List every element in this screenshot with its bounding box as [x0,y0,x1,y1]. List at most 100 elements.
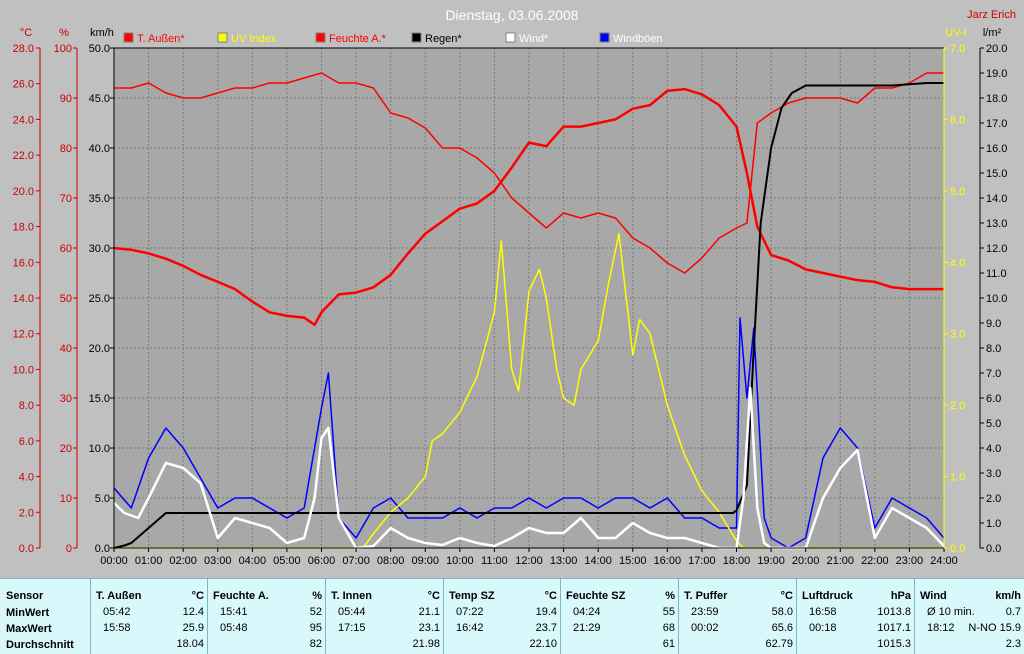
x-tick-label: 21:00 [826,555,854,567]
legend-label: Regen* [425,33,462,45]
stats-max-value: 23.7 [535,622,557,634]
rain-tick-label: 5.0 [986,418,1001,430]
legend-label: Feuchte A.* [329,33,387,45]
stats-column: Luftdruck hPa 16:58 1013.8 00:18 1017.1 1015.3 [796,579,915,654]
wind-tick-label: 20.0 [89,343,110,355]
x-tick-label: 10:00 [446,555,474,567]
stats-header-unit: % [665,590,675,602]
uv-tick-label: 0.0 [950,543,965,555]
axes: 00:00 01:00 02:00 03:00 04:00 05:00 06:00 07:00… [13,27,1008,567]
stats-column: T. Innen °C 05:44 21.1 17:15 23.1 21.98 [325,579,444,654]
rain-tick-label: 11.0 [986,268,1007,280]
wind-tick-label: 5.0 [95,493,110,505]
wind-tick-label: 50.0 [89,43,110,55]
x-tick-label: 03:00 [204,555,232,567]
rain-tick-label: 20.0 [986,43,1007,55]
temperature-tick-label: 22.0 [13,150,34,162]
x-tick-label: 18:00 [723,555,751,567]
rain-tick-label: 19.0 [986,68,1007,80]
stats-header-unit: °C [191,590,204,602]
temperature-tick-label: 6.0 [19,436,34,448]
temperature-tick-label: 20.0 [13,186,34,198]
humidity-tick-label: 90 [60,93,72,105]
temperature-tick-label: 12.0 [13,329,34,341]
stats-min-time: 04:24 [573,606,601,618]
stats-header-name: T. Innen [331,590,372,602]
row-label-avg: Durchschnitt [6,639,74,651]
weather-chart: 00:00 01:00 02:00 03:00 04:00 05:00 06:00 07:00… [13,7,1016,567]
stats-min-value: 52 [309,606,322,618]
stats-max-value: 23.1 [418,622,440,634]
stats-max-time: 00:18 [809,622,837,634]
humidity-tick-label: 0 [66,543,72,555]
x-tick-label: 16:00 [654,555,682,567]
x-tick-label: 01:00 [135,555,163,567]
uv-tick-label: 4.0 [950,257,965,269]
wind-tick-label: 25.0 [89,293,110,305]
wind-tick-label: 40.0 [89,143,110,155]
rain-tick-label: 18.0 [986,93,1007,105]
stats-min-value: 21.1 [418,606,440,618]
stats-min-time: 07:22 [456,606,484,618]
legend-swatch [217,32,228,43]
rain-tick-label: 13.0 [986,218,1007,230]
stats-column: Temp SZ °C 07:22 19.4 16:42 23.7 22.10 [443,579,561,654]
stats-avg-value: 82 [309,638,322,650]
rain-tick-label: 15.0 [986,168,1007,180]
stats-column: Feuchte SZ% 04:24 55 21:29 68 61 [560,579,679,654]
stats-column: T. Außen °C 05:42 12.4 15:58 25.9 18.04 [90,579,208,654]
temperature-tick-label: 28.0 [13,43,34,55]
legend-label: UV Index [231,33,277,45]
stats-max-time: 18:12 [927,622,955,634]
temperature-tick-label: 26.0 [13,79,34,91]
wind-tick-label: 0.0 [95,543,110,555]
stats-min-value: 58.0 [771,606,793,618]
stats-header-name: T. Außen [96,590,142,602]
x-tick-label: 11:00 [481,555,508,567]
legend-swatch [123,32,134,43]
stats-min-time: 16:58 [809,606,837,618]
legend-label: T. Außen* [137,33,185,45]
x-tick-label: 19:00 [757,555,785,567]
stats-min-time: 15:41 [220,606,248,618]
uv-tick-label: 5.0 [950,186,965,198]
stats-avg-value: 18.04 [176,638,204,650]
stats-avg-value: 21.98 [412,638,440,650]
rain-tick-label: 7.0 [986,368,1001,380]
temperature-unit-label: °C [20,27,32,39]
stats-max-time: 05:48 [220,622,248,634]
humidity-tick-label: 40 [60,343,72,355]
stats-max-time: 17:15 [338,622,366,634]
x-tick-label: 14:00 [584,555,612,567]
stats-max-value: N-NO 15.9 [968,622,1021,634]
x-tick-label: 07:00 [342,555,370,567]
x-tick-label: 04:00 [239,555,267,567]
row-label-min: MinWert [6,607,50,619]
series-line-feuchtea [114,72,944,274]
uv-tick-label: 7.0 [950,43,965,55]
stats-avg-value: 2.3 [1005,638,1021,650]
series-line-windben [113,317,945,549]
stats-avg-value: 22.10 [529,638,557,650]
uv-tick-label: 6.0 [950,114,965,126]
stats-max-time: 00:02 [691,622,719,634]
x-tick-label: 17:00 [688,555,716,567]
temperature-tick-label: 14.0 [13,293,34,305]
stats-max-value: 25.9 [182,622,204,634]
stats-header-name: Wind [920,590,947,602]
stats-min-value: 12.4 [182,606,204,618]
stats-header-name: T. Puffer [684,590,728,602]
temperature-tick-label: 10.0 [13,364,34,376]
temperature-tick-label: 2.0 [19,507,34,519]
stats-header-name: Feuchte SZ [566,590,626,602]
wind-tick-label: 45.0 [89,93,110,105]
wind-tick-label: 35.0 [89,193,110,205]
x-tick-label: 00:00 [100,555,128,567]
author-label: Jarz Erich [967,9,1016,21]
stats-min-value: 55 [662,606,675,618]
row-label-max: MaxWert [6,623,52,635]
stats-column: Wind km/h Ø 10 min. 0.7 18:12 N-NO 15.9 2.3 [914,579,1024,654]
stats-max-time: 15:58 [103,622,131,634]
stats-min-value: 0.7 [1005,606,1021,618]
stats-header-name: Luftdruck [802,590,853,602]
